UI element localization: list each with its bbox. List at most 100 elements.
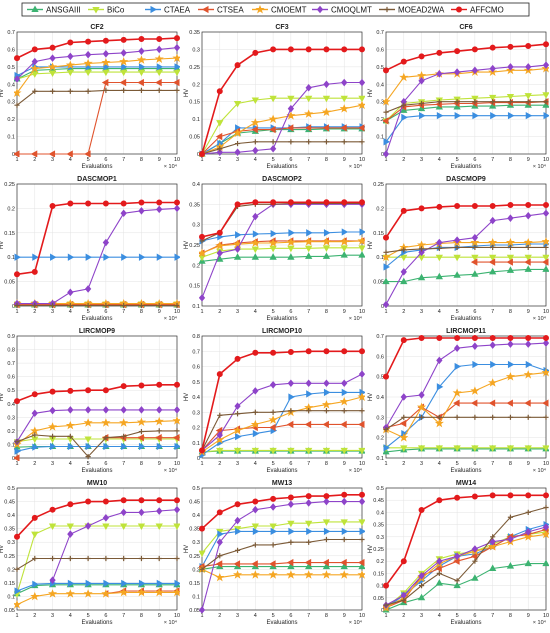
x-tick-label: 6	[289, 309, 292, 315]
series-cmoqlmt	[14, 204, 180, 308]
y-tick-label: 0.5	[7, 65, 15, 71]
series-line	[385, 43, 547, 72]
y-tick-label: 0.35	[373, 523, 384, 529]
y-tick-label: 0.1	[7, 594, 15, 600]
series-line	[201, 201, 362, 238]
plot-area	[17, 336, 177, 458]
y-tick-label: 0.4	[7, 402, 15, 408]
chart-panel-mw13: 1 2 3 4 5 6 7 8 9 10 0.05 0.1 0.15 0.2 0.25 0.3 0.35 0.4 0…	[184, 480, 365, 626]
data-point	[305, 46, 312, 53]
data-point	[120, 497, 127, 504]
y-tick-label: 0.3	[376, 100, 384, 106]
x-tick-label: 3	[236, 461, 239, 467]
chart-panel-lircmop10: 1 2 3 4 5 6 7 8 9 10 0 0.1 0.2 0.3 0.4 0.5 0.6 0.7 0.8 LIRC…	[184, 328, 365, 474]
series-ctsea	[383, 98, 549, 125]
series-line	[201, 562, 362, 568]
y-tick-label: 0.6	[7, 47, 15, 53]
y-tick-label: 0.5	[192, 486, 200, 492]
series-moead2wa	[14, 87, 180, 109]
x-tick-label: 3	[420, 309, 423, 315]
x-tick-label: 2	[218, 461, 221, 467]
plot-area	[17, 488, 177, 610]
legend-label: CMOEMT	[271, 6, 307, 15]
y-tick-label: 0.1	[376, 135, 384, 141]
data-point	[234, 201, 241, 208]
data-point	[287, 199, 294, 206]
series-line	[16, 71, 177, 80]
series-ansgaiii	[14, 65, 180, 82]
series-line	[201, 81, 362, 155]
series-line	[201, 501, 362, 611]
x-tick-label: 10	[359, 461, 365, 467]
series-cmoemt	[383, 530, 549, 611]
legend-label: BiCo	[107, 6, 125, 15]
x-tick-label: 8	[140, 157, 143, 163]
series-cmoemt	[14, 417, 180, 448]
data-point	[305, 493, 312, 500]
series-line	[201, 568, 362, 579]
x-tick-label: 8	[325, 613, 328, 619]
data-point	[138, 35, 145, 42]
series-bico	[199, 447, 365, 456]
y-tick-label: 0.5	[192, 380, 200, 386]
series-line	[385, 506, 547, 606]
x-axis-label: Evaluations	[266, 164, 297, 170]
data-point	[174, 35, 180, 42]
y-tick-label: 0.45	[4, 500, 15, 506]
series-bico	[199, 245, 365, 261]
y-tick-label: 0	[381, 608, 384, 614]
data-point	[341, 491, 348, 498]
x-tick-label: 3	[51, 613, 54, 619]
series-ctsea	[471, 258, 549, 266]
y-tick-label: 0.4	[376, 510, 384, 516]
x-tick-label: 5	[272, 309, 275, 315]
data-point	[234, 355, 241, 362]
legend-entry-bico: BiCo	[88, 6, 125, 15]
data-point	[270, 46, 277, 53]
data-point	[543, 41, 549, 48]
series-line	[385, 64, 547, 155]
panel-title: LIRCMOP11	[446, 328, 486, 335]
x-axis-label: Evaluations	[266, 316, 297, 322]
legend-entry-ctsea: CTSEA	[198, 6, 244, 15]
x-tick-label: 10	[174, 461, 180, 467]
data-point	[270, 349, 277, 356]
series-line	[201, 566, 362, 570]
x-tick-label: 4	[69, 309, 72, 315]
data-point	[199, 447, 205, 454]
series-cmoqlmt	[199, 370, 365, 454]
data-point	[270, 495, 277, 502]
y-tick-label: 0.3	[192, 47, 200, 53]
x-tick-label: 9	[527, 461, 530, 467]
x-tick-label: 1	[384, 157, 387, 163]
data-point	[489, 492, 496, 499]
data-point	[454, 202, 461, 209]
y-tick-label: 0.1	[376, 456, 384, 462]
data-point	[489, 44, 496, 51]
series-affcmo	[14, 497, 180, 540]
x-tick-label: 5	[272, 461, 275, 467]
series-moead2wa	[383, 98, 549, 116]
x-tick-label: 5	[272, 613, 275, 619]
y-tick-label: 0.4	[7, 82, 15, 88]
plot-area	[17, 32, 177, 154]
series-cmoqlmt	[199, 498, 365, 613]
data-point	[341, 348, 348, 355]
data-point	[252, 349, 259, 356]
x-tick-label: 4	[69, 613, 72, 619]
series-line	[201, 449, 362, 453]
x-tick-label: 3	[420, 157, 423, 163]
series-line	[385, 241, 547, 258]
data-point	[359, 46, 365, 53]
x-tick-label: 3	[420, 613, 423, 619]
x-axis-label: Evaluations	[450, 164, 481, 170]
series-cmoemt	[199, 237, 365, 257]
x-tick-label: 9	[343, 613, 346, 619]
series-cmoemt	[383, 237, 549, 261]
data-point	[471, 335, 478, 342]
series-line	[201, 141, 362, 155]
y-tick-label: 0	[12, 152, 15, 158]
x-tick-label: 8	[325, 461, 328, 467]
x-tick-label: 9	[343, 461, 346, 467]
axes-frame	[16, 335, 178, 459]
